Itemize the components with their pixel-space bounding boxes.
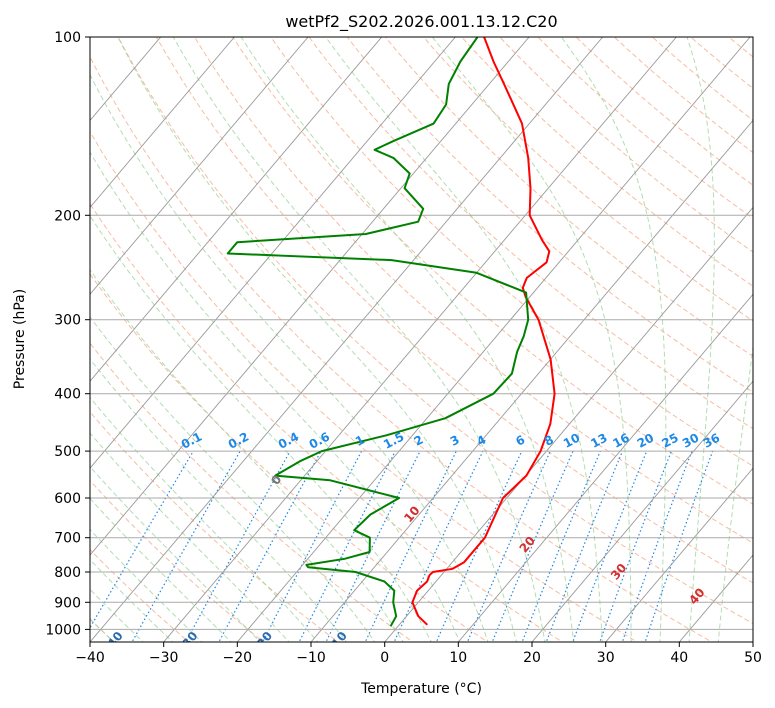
isotherm-line bbox=[531, 380, 753, 642]
dry-adiabat-line bbox=[117, 37, 753, 625]
mixing-ratio-line bbox=[521, 450, 601, 642]
sounding-series bbox=[226, 37, 556, 627]
x-tick-label: −10 bbox=[296, 650, 326, 666]
isotherm-line bbox=[90, 37, 530, 556]
dry-adiabat-line bbox=[460, 37, 753, 287]
x-tick-label: −30 bbox=[149, 650, 179, 666]
mixing-ratio-line bbox=[393, 450, 484, 642]
mixing-ratio-lines bbox=[90, 450, 714, 642]
isotherm-line bbox=[90, 37, 456, 469]
isobars bbox=[90, 37, 753, 630]
y-tick-label: 200 bbox=[54, 208, 81, 224]
mixing-ratio-line bbox=[545, 450, 624, 642]
x-tick-label: 30 bbox=[597, 650, 615, 666]
dry-adiabat-line bbox=[232, 37, 753, 505]
x-tick-label: −40 bbox=[75, 650, 105, 666]
x-axis-ticks: −40 −30 −20 −10 0 10 20 30 40 50 bbox=[75, 642, 762, 666]
y-tick-label: 500 bbox=[54, 444, 81, 460]
dry-adiabat-line bbox=[308, 37, 753, 430]
isotherm-line bbox=[90, 37, 383, 382]
isotherm-line bbox=[90, 37, 309, 296]
isotherm-line bbox=[236, 37, 751, 642]
y-tick-label: 700 bbox=[54, 531, 81, 547]
mixing-ratio-line bbox=[298, 450, 396, 642]
y-tick-label: 400 bbox=[54, 387, 81, 403]
y-tick-label: 1000 bbox=[45, 622, 81, 638]
mixing-ratio-line bbox=[572, 450, 648, 642]
plot-frame bbox=[89, 36, 754, 643]
isotherm-line bbox=[90, 37, 235, 209]
dry-adiabat-line bbox=[90, 342, 414, 642]
x-tick-label: −20 bbox=[223, 650, 253, 666]
mixing-ratio-label: 25 bbox=[660, 431, 681, 451]
temperature-profile bbox=[411, 37, 556, 626]
isotherm-line bbox=[310, 119, 753, 642]
plot-area: -10-20-30-40-50-60-70-80-90-1000.10.20.4… bbox=[90, 37, 753, 642]
isotherms bbox=[90, 37, 753, 642]
line-labels: -10-20-30-40-50-60-70-80-90-1000.10.20.4… bbox=[102, 429, 723, 642]
dry-adiabat-line bbox=[155, 37, 753, 584]
x-tick-label: 50 bbox=[744, 650, 762, 666]
isotherm-line bbox=[384, 206, 753, 642]
mixing-ratio-label: 30 bbox=[680, 431, 701, 451]
y-tick-label: 600 bbox=[54, 491, 81, 507]
chart-title: wetPf2_S202.2026.001.13.12.C20 bbox=[285, 12, 557, 32]
y-axis-label: Pressure (hPa) bbox=[12, 289, 28, 389]
dry-adiabat-line bbox=[90, 202, 564, 642]
mixing-ratio-label: 16 bbox=[611, 431, 632, 451]
mixing-ratio-label: 10 bbox=[561, 431, 582, 451]
mixing-ratio-label: 20 bbox=[635, 431, 656, 451]
mixing-ratio-label: 13 bbox=[588, 431, 609, 451]
y-axis-ticks: 100 200 300 400 500 600 700 800 900 1000 bbox=[45, 30, 90, 638]
mixing-ratio-line bbox=[491, 450, 574, 642]
isotherm-line bbox=[90, 37, 604, 642]
mixing-ratio-line bbox=[90, 450, 194, 629]
moist-adiabat-line bbox=[90, 358, 347, 642]
mixing-ratio-line bbox=[364, 450, 457, 642]
x-axis-label: Temperature (°C) bbox=[360, 681, 482, 697]
y-tick-label: 100 bbox=[54, 30, 81, 46]
x-tick-label: 0 bbox=[380, 650, 389, 666]
y-tick-label: 900 bbox=[54, 595, 81, 611]
isotherm-line bbox=[163, 37, 677, 642]
mixing-ratio-line bbox=[599, 450, 672, 642]
x-tick-label: 20 bbox=[523, 650, 541, 666]
mixing-ratio-label: 36 bbox=[701, 431, 722, 451]
moist-adiabat-line bbox=[90, 151, 461, 642]
isotherm-line bbox=[457, 293, 753, 642]
mixing-ratio-line bbox=[621, 450, 693, 642]
dewpoint-profile bbox=[226, 37, 530, 627]
y-tick-label: 300 bbox=[54, 313, 81, 329]
mixing-ratio-line bbox=[218, 450, 322, 642]
y-tick-label: 800 bbox=[54, 565, 81, 581]
isotherm-line bbox=[605, 467, 753, 642]
x-tick-label: 10 bbox=[449, 650, 467, 666]
mixing-ratio-line bbox=[644, 450, 714, 642]
x-tick-label: 40 bbox=[670, 650, 688, 666]
